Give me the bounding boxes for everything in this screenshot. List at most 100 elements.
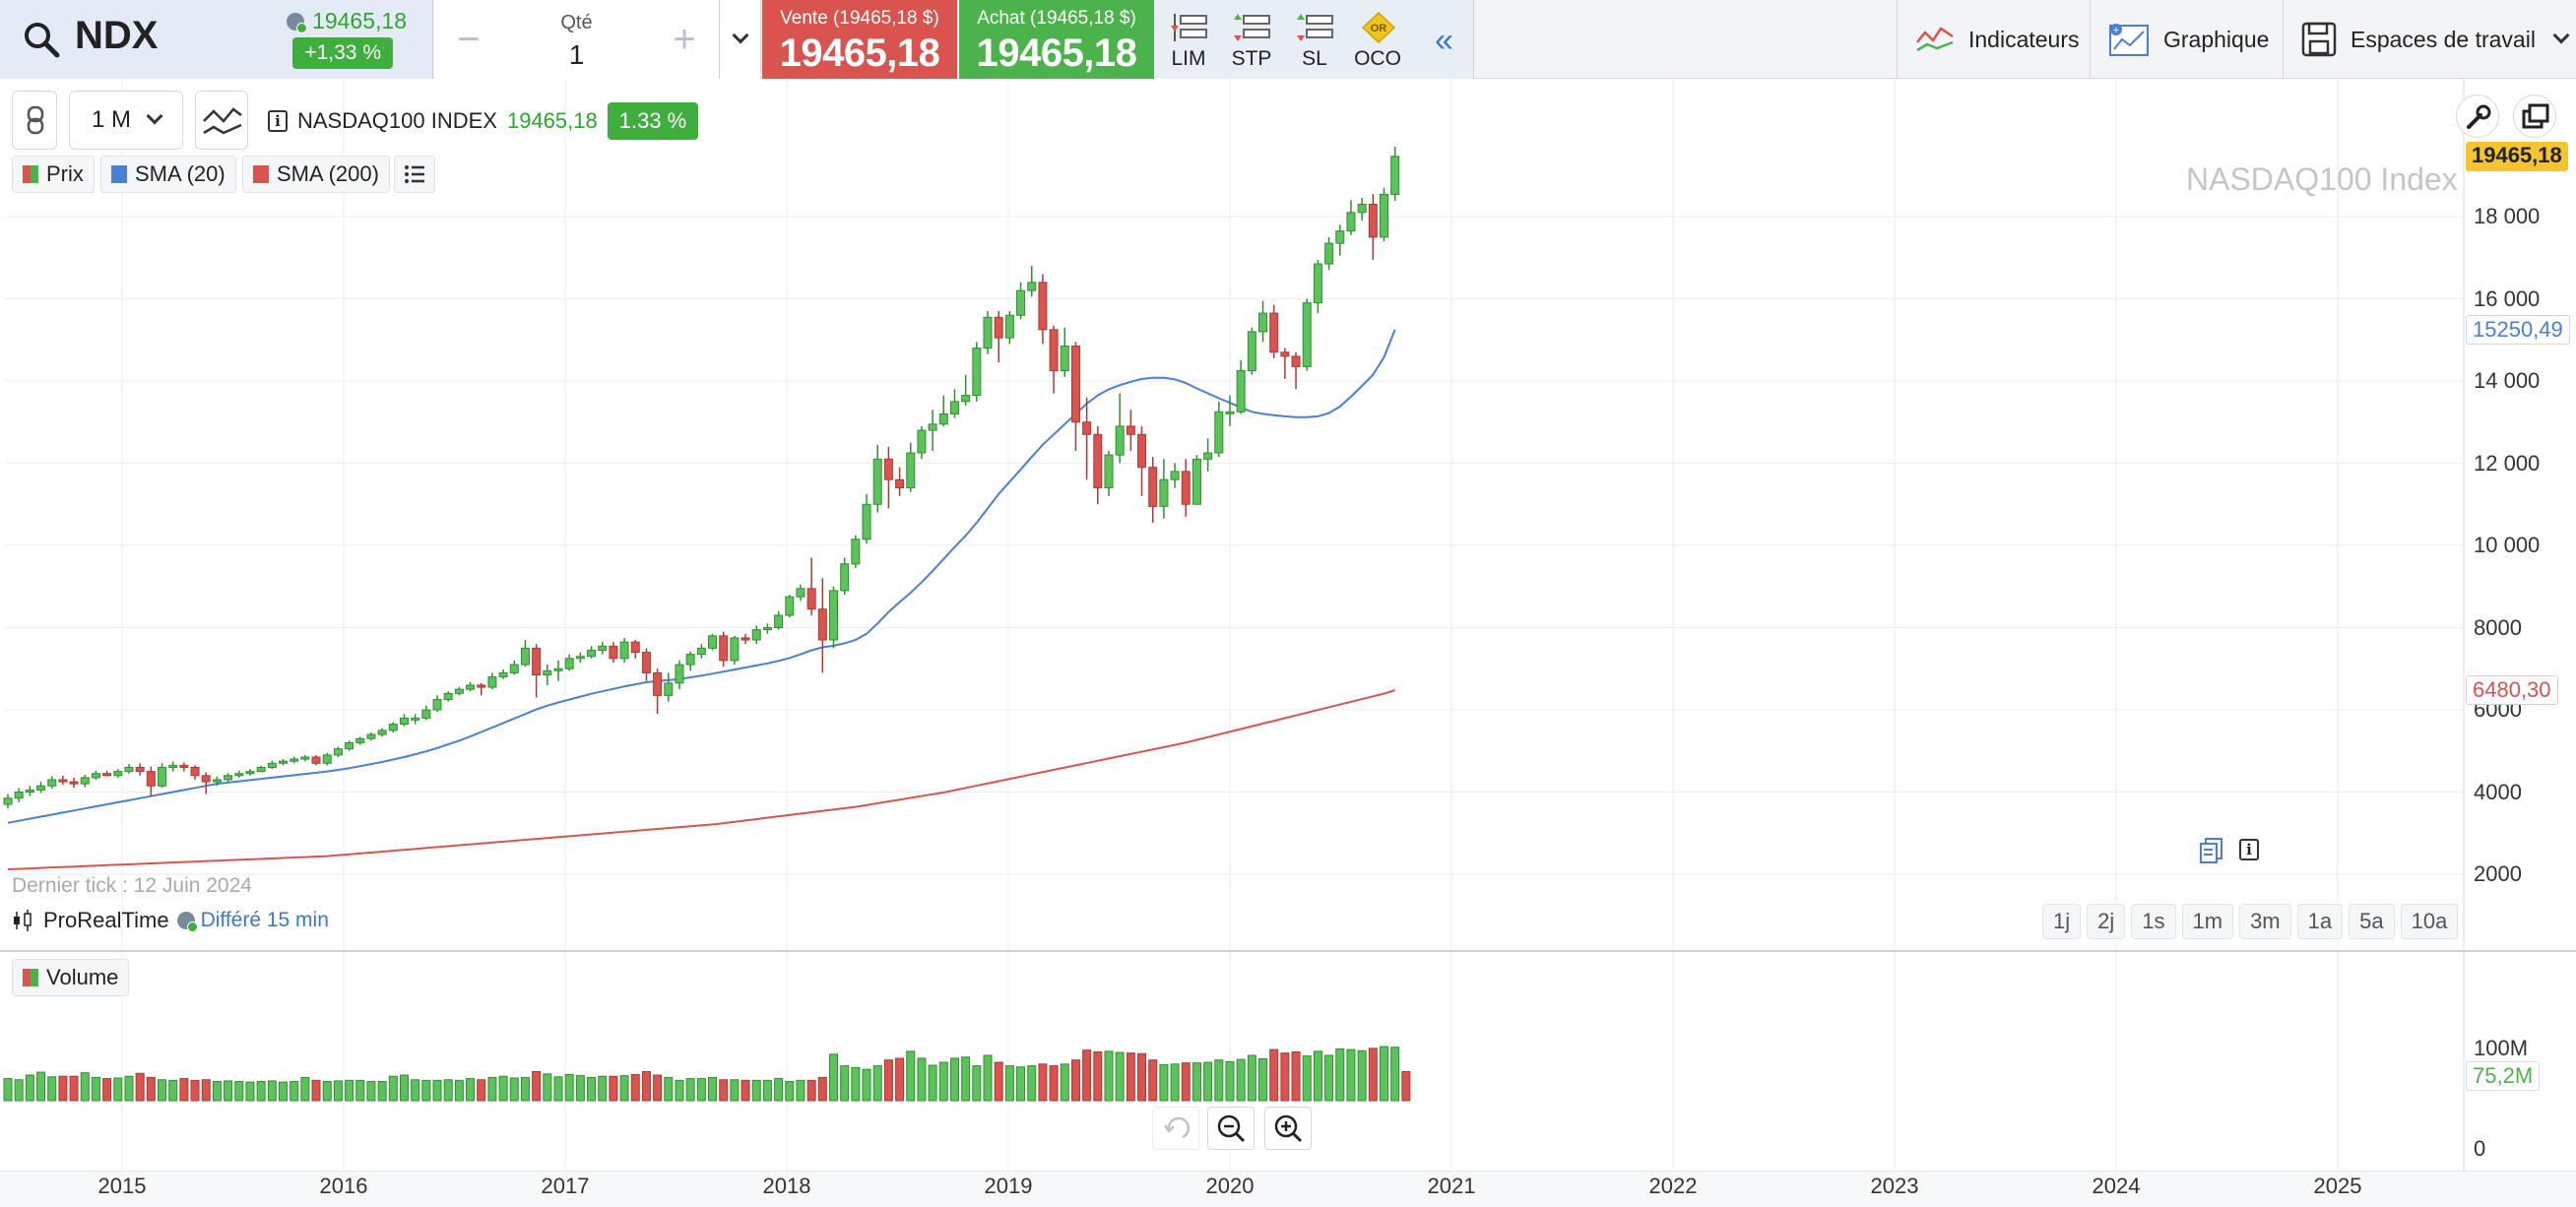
buy-button[interactable]: Achat (19465,18 $) 19465,18	[959, 0, 1154, 79]
candle-body	[224, 775, 233, 781]
copy-data-button[interactable]	[2198, 837, 2225, 869]
legend-price-label: Prix	[46, 161, 84, 186]
candle-body	[1104, 454, 1114, 489]
volume-tick-100m: 100M	[2474, 1036, 2529, 1060]
candle-body	[762, 627, 772, 631]
info-icon[interactable]: i	[268, 110, 288, 132]
legend-list-button[interactable]	[394, 156, 435, 193]
delay-text: Différé 15 min	[200, 909, 329, 931]
order-stp-button[interactable]: STP	[1220, 0, 1283, 79]
volume-bar	[630, 1073, 640, 1102]
candle-body	[1181, 471, 1191, 505]
candle-body	[58, 779, 68, 783]
price-candles	[3, 147, 1400, 809]
candle-body	[928, 423, 937, 431]
indicators-button[interactable]: Indicateurs	[1897, 0, 2090, 79]
quantity-stepper: − Qté 1 +	[434, 0, 720, 79]
volume-bar	[851, 1066, 861, 1102]
chart-settings-button[interactable]	[2456, 95, 2499, 138]
candle-body	[1258, 312, 1268, 333]
period-5y[interactable]: 5a	[2349, 904, 2395, 939]
candle-body	[3, 797, 13, 805]
candle-body	[245, 771, 255, 775]
candle-body	[641, 652, 651, 673]
volume-bar	[741, 1079, 750, 1102]
period-1w[interactable]: 1s	[2131, 904, 2176, 939]
chart-grid	[0, 79, 2576, 1207]
candle-body	[532, 647, 542, 676]
period-1y[interactable]: 1a	[2296, 904, 2344, 939]
candle-body	[135, 766, 145, 773]
period-1m[interactable]: 1m	[2181, 904, 2234, 939]
candle-body	[949, 401, 959, 414]
period-10y[interactable]: 10a	[2400, 904, 2459, 939]
candle-body	[817, 608, 827, 641]
collapse-panel-icon[interactable]: «	[1435, 22, 1453, 59]
candle-body	[345, 741, 354, 750]
price-swatch	[23, 165, 38, 183]
detach-window-button[interactable]	[2513, 95, 2556, 138]
period-3m[interactable]: 3m	[2239, 904, 2291, 939]
sma-lines	[7, 329, 1396, 870]
year-tick-label: 2025	[2313, 1174, 2362, 1198]
year-tick-label: 2022	[1648, 1174, 1698, 1198]
volume-bar	[983, 1054, 993, 1102]
workspaces-button[interactable]: Espaces de travail	[2283, 0, 2576, 79]
list-icon	[405, 165, 424, 183]
sma20-line	[7, 329, 1396, 824]
candle-body	[1070, 346, 1080, 423]
chart-type-button[interactable]	[195, 91, 248, 150]
price-chart-canvas[interactable]	[0, 79, 2576, 1207]
search-icon[interactable]	[22, 20, 61, 59]
period-2d[interactable]: 2j	[2087, 904, 2126, 939]
price-tick-label: 14 000	[2474, 368, 2541, 393]
candle-body	[1368, 203, 1378, 238]
qty-plus-button[interactable]: +	[673, 18, 696, 61]
chart-label: Graphique	[2163, 26, 2270, 52]
volume-bar	[751, 1079, 761, 1102]
candle-body	[279, 760, 288, 764]
trading-toolbar: NDX 19465,18 +1,33 % − Qté 1 + Vente (19…	[0, 0, 2576, 79]
volume-bar	[532, 1071, 542, 1102]
volume-bar	[1004, 1065, 1014, 1102]
reset-zoom-button[interactable]	[1152, 1107, 1199, 1150]
legend-sma20[interactable]: SMA (20)	[100, 156, 236, 193]
candle-body	[806, 588, 816, 610]
period-1d[interactable]: 1j	[2042, 904, 2082, 939]
candle-body	[719, 635, 729, 662]
interval-value: 1 M	[91, 106, 131, 133]
sell-button[interactable]: Vente (19465,18 $) 19465,18	[762, 0, 957, 79]
candle-body	[862, 503, 871, 540]
candle-body	[553, 667, 563, 671]
zoom-out-button[interactable]	[1207, 1107, 1255, 1150]
candle-body	[1291, 355, 1301, 367]
qty-minus-button[interactable]: −	[457, 18, 481, 61]
interval-select[interactable]: 1 M	[69, 91, 183, 150]
volume-bar	[609, 1075, 618, 1102]
instrument-name: NASDAQ100 INDEX	[297, 108, 497, 133]
zoom-in-button[interactable]	[1264, 1107, 1312, 1150]
symbol-text[interactable]: NDX	[75, 14, 159, 57]
order-sl-button[interactable]: SL	[1283, 0, 1346, 79]
legend-sma200[interactable]: SMA (200)	[242, 156, 390, 193]
volume-bar	[190, 1079, 200, 1102]
qty-dropdown-button[interactable]	[720, 0, 761, 79]
volume-bar	[498, 1075, 508, 1102]
chart-info-button[interactable]: i	[2239, 839, 2259, 860]
legend-price[interactable]: Prix	[12, 156, 95, 193]
candle-body	[1302, 302, 1312, 367]
volume-bar	[466, 1078, 476, 1102]
chart-button[interactable]: + Graphique	[2090, 0, 2283, 79]
qty-input[interactable]: 1	[568, 39, 585, 70]
volume-bar	[619, 1075, 629, 1102]
order-oco-button[interactable]: OR OCO	[1346, 0, 1409, 79]
volume-bar	[290, 1081, 299, 1102]
link-chain-button[interactable]	[12, 91, 57, 150]
order-lim-button[interactable]: LIM	[1157, 0, 1220, 79]
volume-bar	[1380, 1046, 1388, 1102]
candle-body	[785, 596, 795, 616]
legend-volume[interactable]: Volume	[12, 959, 130, 996]
chart-area[interactable]	[0, 79, 2576, 1207]
candle-body	[1390, 156, 1400, 195]
order-oco-label: OCO	[1354, 47, 1401, 70]
